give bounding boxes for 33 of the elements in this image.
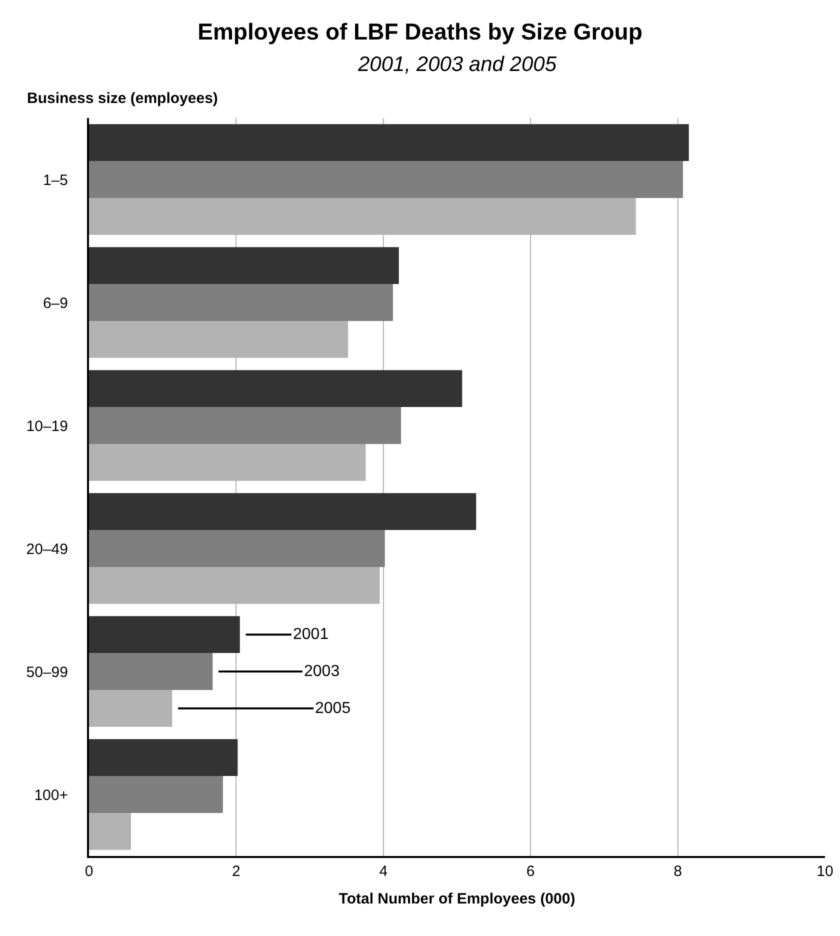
bar bbox=[89, 776, 223, 813]
text: 2003 bbox=[304, 663, 340, 680]
chart-title: Employees of LBF Deaths by Size Group bbox=[198, 18, 642, 44]
chart-subtitle: 2001, 2003 and 2005 bbox=[357, 53, 557, 76]
x-tick-label: 0 bbox=[84, 863, 94, 880]
y-axis-title: Business size (employees) bbox=[27, 90, 218, 107]
x-tick-label: 4 bbox=[379, 863, 388, 880]
bar bbox=[89, 690, 172, 727]
bar bbox=[89, 370, 462, 408]
bar bbox=[89, 493, 476, 530]
bar bbox=[89, 247, 399, 284]
y-tick-label: 1–5 bbox=[42, 172, 68, 189]
y-tick-label: 6–9 bbox=[42, 294, 68, 312]
text: 2005 bbox=[315, 700, 351, 717]
x-tick-label: 8 bbox=[674, 863, 682, 880]
text: 2001 bbox=[293, 626, 329, 643]
bar bbox=[89, 653, 213, 690]
y-tick-label: 10–19 bbox=[26, 418, 68, 435]
bar bbox=[89, 616, 240, 654]
y-tick-label: 50–99 bbox=[26, 664, 68, 681]
bar bbox=[89, 284, 393, 321]
bar bbox=[89, 739, 238, 776]
x-tick-label: 10 bbox=[816, 863, 834, 880]
bar bbox=[89, 812, 131, 850]
bar bbox=[89, 530, 385, 567]
x-tick-label: 6 bbox=[526, 863, 535, 880]
y-tick-label: 20–49 bbox=[26, 540, 68, 558]
y-tick-label: 100+ bbox=[34, 786, 68, 804]
x-tick-label: 2 bbox=[232, 863, 240, 880]
bar bbox=[89, 407, 402, 444]
bar bbox=[89, 161, 683, 198]
bar bbox=[89, 124, 689, 162]
x-axis-title: Total Number of Employees (000) bbox=[338, 890, 576, 908]
